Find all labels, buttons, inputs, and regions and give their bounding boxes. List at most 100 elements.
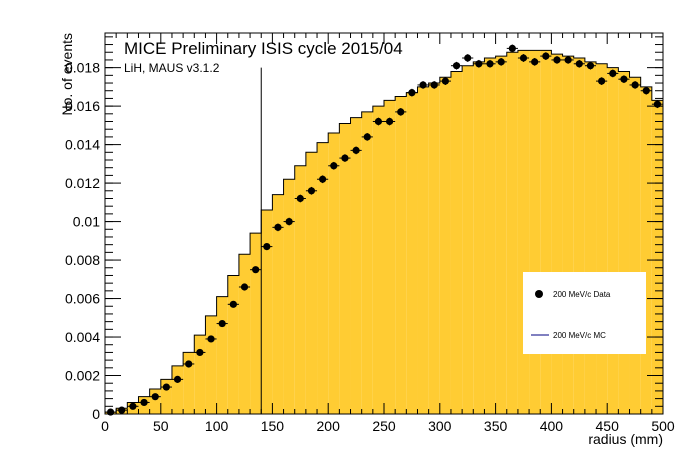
y-tick-label: 0 — [92, 406, 100, 422]
data-point — [640, 86, 652, 95]
data-point — [250, 266, 262, 274]
data-point — [194, 348, 206, 357]
data-point-marker — [363, 133, 371, 141]
x-tick-label: 0 — [101, 418, 109, 434]
data-points — [105, 44, 663, 416]
mc-bar — [227, 275, 239, 414]
data-point-marker — [330, 162, 338, 170]
mc-bar — [495, 56, 507, 414]
data-point-marker — [319, 175, 327, 183]
data-point — [328, 161, 340, 170]
mc-bar — [149, 388, 161, 414]
data-point-marker — [129, 402, 137, 410]
y-tick-label: 0.01 — [73, 214, 100, 230]
mc-bar — [183, 352, 195, 414]
mc-bar — [462, 65, 474, 414]
data-point-marker — [240, 283, 249, 291]
data-point-marker — [441, 77, 449, 85]
data-point-marker — [374, 117, 383, 126]
data-point — [607, 69, 619, 78]
mc-bar — [160, 379, 172, 414]
data-point — [629, 81, 641, 89]
data-point-marker — [218, 319, 226, 328]
data-point-marker — [542, 52, 550, 60]
data-point-marker — [642, 87, 650, 95]
y-tick-label: 0.002 — [65, 368, 100, 384]
y-tick-label: 0.004 — [65, 329, 100, 345]
y-tick-label: 0.014 — [65, 137, 100, 153]
data-point — [473, 59, 485, 68]
data-point-marker — [140, 398, 148, 407]
data-point — [596, 77, 608, 85]
data-point-marker — [653, 100, 662, 108]
mc-bar — [562, 56, 574, 414]
data-point — [183, 360, 195, 368]
data-point — [517, 54, 530, 62]
mc-bar — [640, 86, 652, 414]
data-point — [439, 77, 451, 85]
data-point-marker — [185, 360, 193, 368]
legend-entry-mc: 200 MeV/c MC — [553, 331, 606, 340]
data-point-marker — [106, 408, 115, 416]
data-point — [484, 59, 496, 68]
data-point-marker — [162, 383, 170, 391]
mc-bar — [261, 210, 273, 414]
legend-entry-data: 200 MeV/c Data — [553, 290, 611, 299]
y-tick-label: 0.012 — [65, 175, 100, 191]
data-point — [406, 88, 418, 97]
data-point — [160, 383, 172, 391]
mc-bar — [506, 52, 518, 414]
data-point-marker — [296, 194, 304, 203]
x-tick-label: 250 — [372, 418, 396, 434]
mc-bar — [171, 365, 184, 414]
data-point — [384, 117, 396, 126]
data-point — [540, 52, 552, 60]
mc-bar — [439, 77, 451, 415]
data-point — [573, 59, 585, 68]
data-point-marker — [229, 300, 237, 308]
mc-bar — [328, 133, 340, 414]
mc-bar — [618, 71, 630, 414]
data-point — [149, 393, 161, 401]
data-point-marker — [274, 223, 282, 231]
data-point-marker — [531, 58, 539, 66]
data-point — [551, 56, 563, 64]
x-tick-label: 50 — [153, 418, 169, 434]
x-tick-label: 350 — [484, 418, 508, 434]
data-point-marker — [620, 75, 628, 83]
mc-bar — [384, 100, 396, 415]
data-point — [171, 375, 184, 383]
data-point — [216, 319, 228, 328]
mc-bar — [629, 77, 641, 415]
y-tick-label: 0.016 — [65, 98, 100, 114]
data-point — [417, 81, 429, 89]
legend-data-marker — [535, 290, 543, 298]
data-point — [294, 194, 306, 203]
mc-bar — [584, 61, 597, 414]
data-point-marker — [385, 117, 394, 126]
data-point — [305, 186, 318, 195]
data-point — [584, 61, 597, 70]
chart-title: MICE Preliminary ISIS cycle 2015/04 — [124, 39, 403, 58]
mc-bar — [529, 50, 541, 415]
data-point — [506, 44, 518, 53]
data-point-marker — [352, 146, 360, 154]
data-point — [395, 108, 407, 116]
data-point — [361, 133, 373, 141]
data-point-marker — [598, 77, 606, 85]
mc-bar — [517, 50, 530, 415]
mc-bar — [305, 152, 318, 414]
data-point-marker — [564, 56, 572, 64]
data-point — [350, 146, 362, 155]
mc-bar — [372, 106, 384, 414]
mc-bar — [339, 123, 351, 414]
data-point-marker — [207, 335, 215, 343]
data-point — [462, 54, 474, 62]
data-point — [283, 217, 295, 226]
mc-bar — [238, 254, 251, 414]
data-point-marker — [341, 154, 349, 162]
data-point — [317, 175, 329, 184]
mc-bar — [216, 296, 228, 414]
mc-bar — [350, 117, 362, 415]
x-tick-label: 100 — [205, 418, 229, 434]
